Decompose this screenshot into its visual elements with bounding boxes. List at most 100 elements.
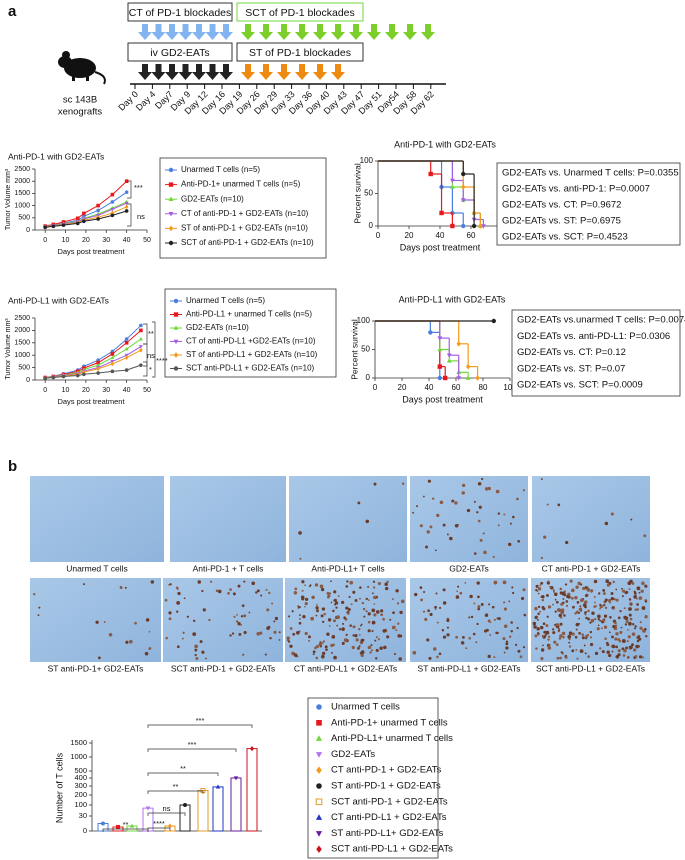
dose-arrow <box>178 64 193 80</box>
marker <box>139 347 143 353</box>
marker <box>124 346 129 351</box>
marker <box>110 355 115 360</box>
stained-cell <box>267 625 271 629</box>
marker <box>173 339 179 345</box>
marker <box>316 783 322 789</box>
marker <box>124 204 129 210</box>
x-tick-label: 50 <box>143 237 151 244</box>
stained-cell <box>321 641 324 644</box>
marker <box>139 323 143 328</box>
stained-cell <box>83 583 86 586</box>
marker <box>61 223 66 227</box>
stained-cell <box>335 601 339 605</box>
stained-cell <box>493 580 498 585</box>
stained-cell <box>535 647 538 650</box>
stained-cell <box>578 622 581 625</box>
significance-label: ns <box>163 804 171 813</box>
image-caption: SCT anti-PD-L1 + GD2-EATs <box>536 663 645 673</box>
stained-cell <box>477 519 481 523</box>
stained-cell <box>493 618 496 621</box>
stained-cell <box>242 653 245 656</box>
stained-cell <box>621 647 625 651</box>
stained-cell <box>150 580 155 584</box>
stained-cell <box>634 655 638 658</box>
stained-cell <box>574 635 578 639</box>
stained-cell <box>392 598 394 600</box>
stained-cell <box>392 611 395 615</box>
stained-cell <box>377 638 380 641</box>
stained-cell <box>539 584 542 587</box>
stained-cell <box>192 632 197 637</box>
x-tick-label: 20 <box>405 231 414 240</box>
marker <box>96 203 100 208</box>
stained-cell <box>477 607 481 611</box>
dose-arrow <box>151 24 166 40</box>
histology-image <box>289 476 407 562</box>
image-caption: Anti-PD-1 + T cells <box>193 563 264 573</box>
stained-cell <box>576 657 579 660</box>
stained-cell <box>560 616 563 619</box>
stats-line: GD2-EATs vs. SCT: P=0.4523 <box>502 232 628 243</box>
stained-cell <box>537 631 540 635</box>
marker <box>428 330 433 335</box>
stained-cell <box>300 595 305 600</box>
stained-cell <box>477 481 482 486</box>
stained-cell <box>556 656 560 660</box>
stained-cell <box>587 655 590 658</box>
stained-cell <box>231 632 235 635</box>
stained-cell <box>434 605 437 609</box>
stained-cell <box>330 601 333 604</box>
dose-arrow <box>178 24 193 40</box>
marker <box>43 225 47 230</box>
stained-cell <box>540 478 543 480</box>
stained-cell <box>197 580 201 584</box>
stained-cell <box>446 626 449 629</box>
stained-cell <box>195 657 199 661</box>
stained-cell <box>594 651 599 656</box>
stained-cell <box>597 618 600 621</box>
stained-cell <box>476 622 479 626</box>
stained-cell <box>625 646 628 650</box>
stained-cell <box>602 592 606 595</box>
marker <box>316 720 322 726</box>
stained-cell <box>625 620 629 624</box>
stained-cell <box>365 597 368 601</box>
stained-cell <box>345 606 349 610</box>
stained-cell <box>382 617 385 621</box>
stained-cell <box>570 596 574 600</box>
stained-cell <box>337 595 340 597</box>
stained-cell <box>633 648 637 652</box>
stained-cell <box>256 632 261 636</box>
stained-cell <box>517 649 521 653</box>
stained-cell <box>423 495 425 498</box>
marker <box>428 171 433 177</box>
stained-cell <box>436 621 439 624</box>
y-axis-label: Tumor Volume mm³ <box>5 168 12 230</box>
stained-cell <box>456 590 459 593</box>
x-tick-label: 80 <box>479 383 488 392</box>
schedule-label: iv GD2-EATs <box>150 47 209 59</box>
y-tick-label: 300 <box>74 781 87 790</box>
mouse-icon <box>58 51 106 85</box>
stained-cell <box>332 609 335 613</box>
stained-cell <box>329 592 332 595</box>
stained-cell <box>375 636 378 639</box>
stained-cell <box>611 635 614 639</box>
stained-cell <box>552 590 555 593</box>
stained-cell <box>362 638 365 642</box>
stained-cell <box>604 637 607 640</box>
stained-cell <box>480 603 484 606</box>
marker <box>96 360 100 365</box>
marker <box>315 831 323 837</box>
marker <box>96 366 100 372</box>
stained-cell <box>571 588 575 593</box>
stained-cell <box>308 635 311 639</box>
stained-cell <box>624 623 628 626</box>
stained-cell <box>395 589 399 593</box>
y-axis-label: Number of T cells <box>54 752 64 823</box>
stained-cell <box>345 585 349 588</box>
stained-cell <box>420 598 424 602</box>
stained-cell <box>355 638 359 642</box>
x-axis-label: Days post treatment <box>57 247 125 256</box>
significance-label: **** <box>153 819 165 828</box>
